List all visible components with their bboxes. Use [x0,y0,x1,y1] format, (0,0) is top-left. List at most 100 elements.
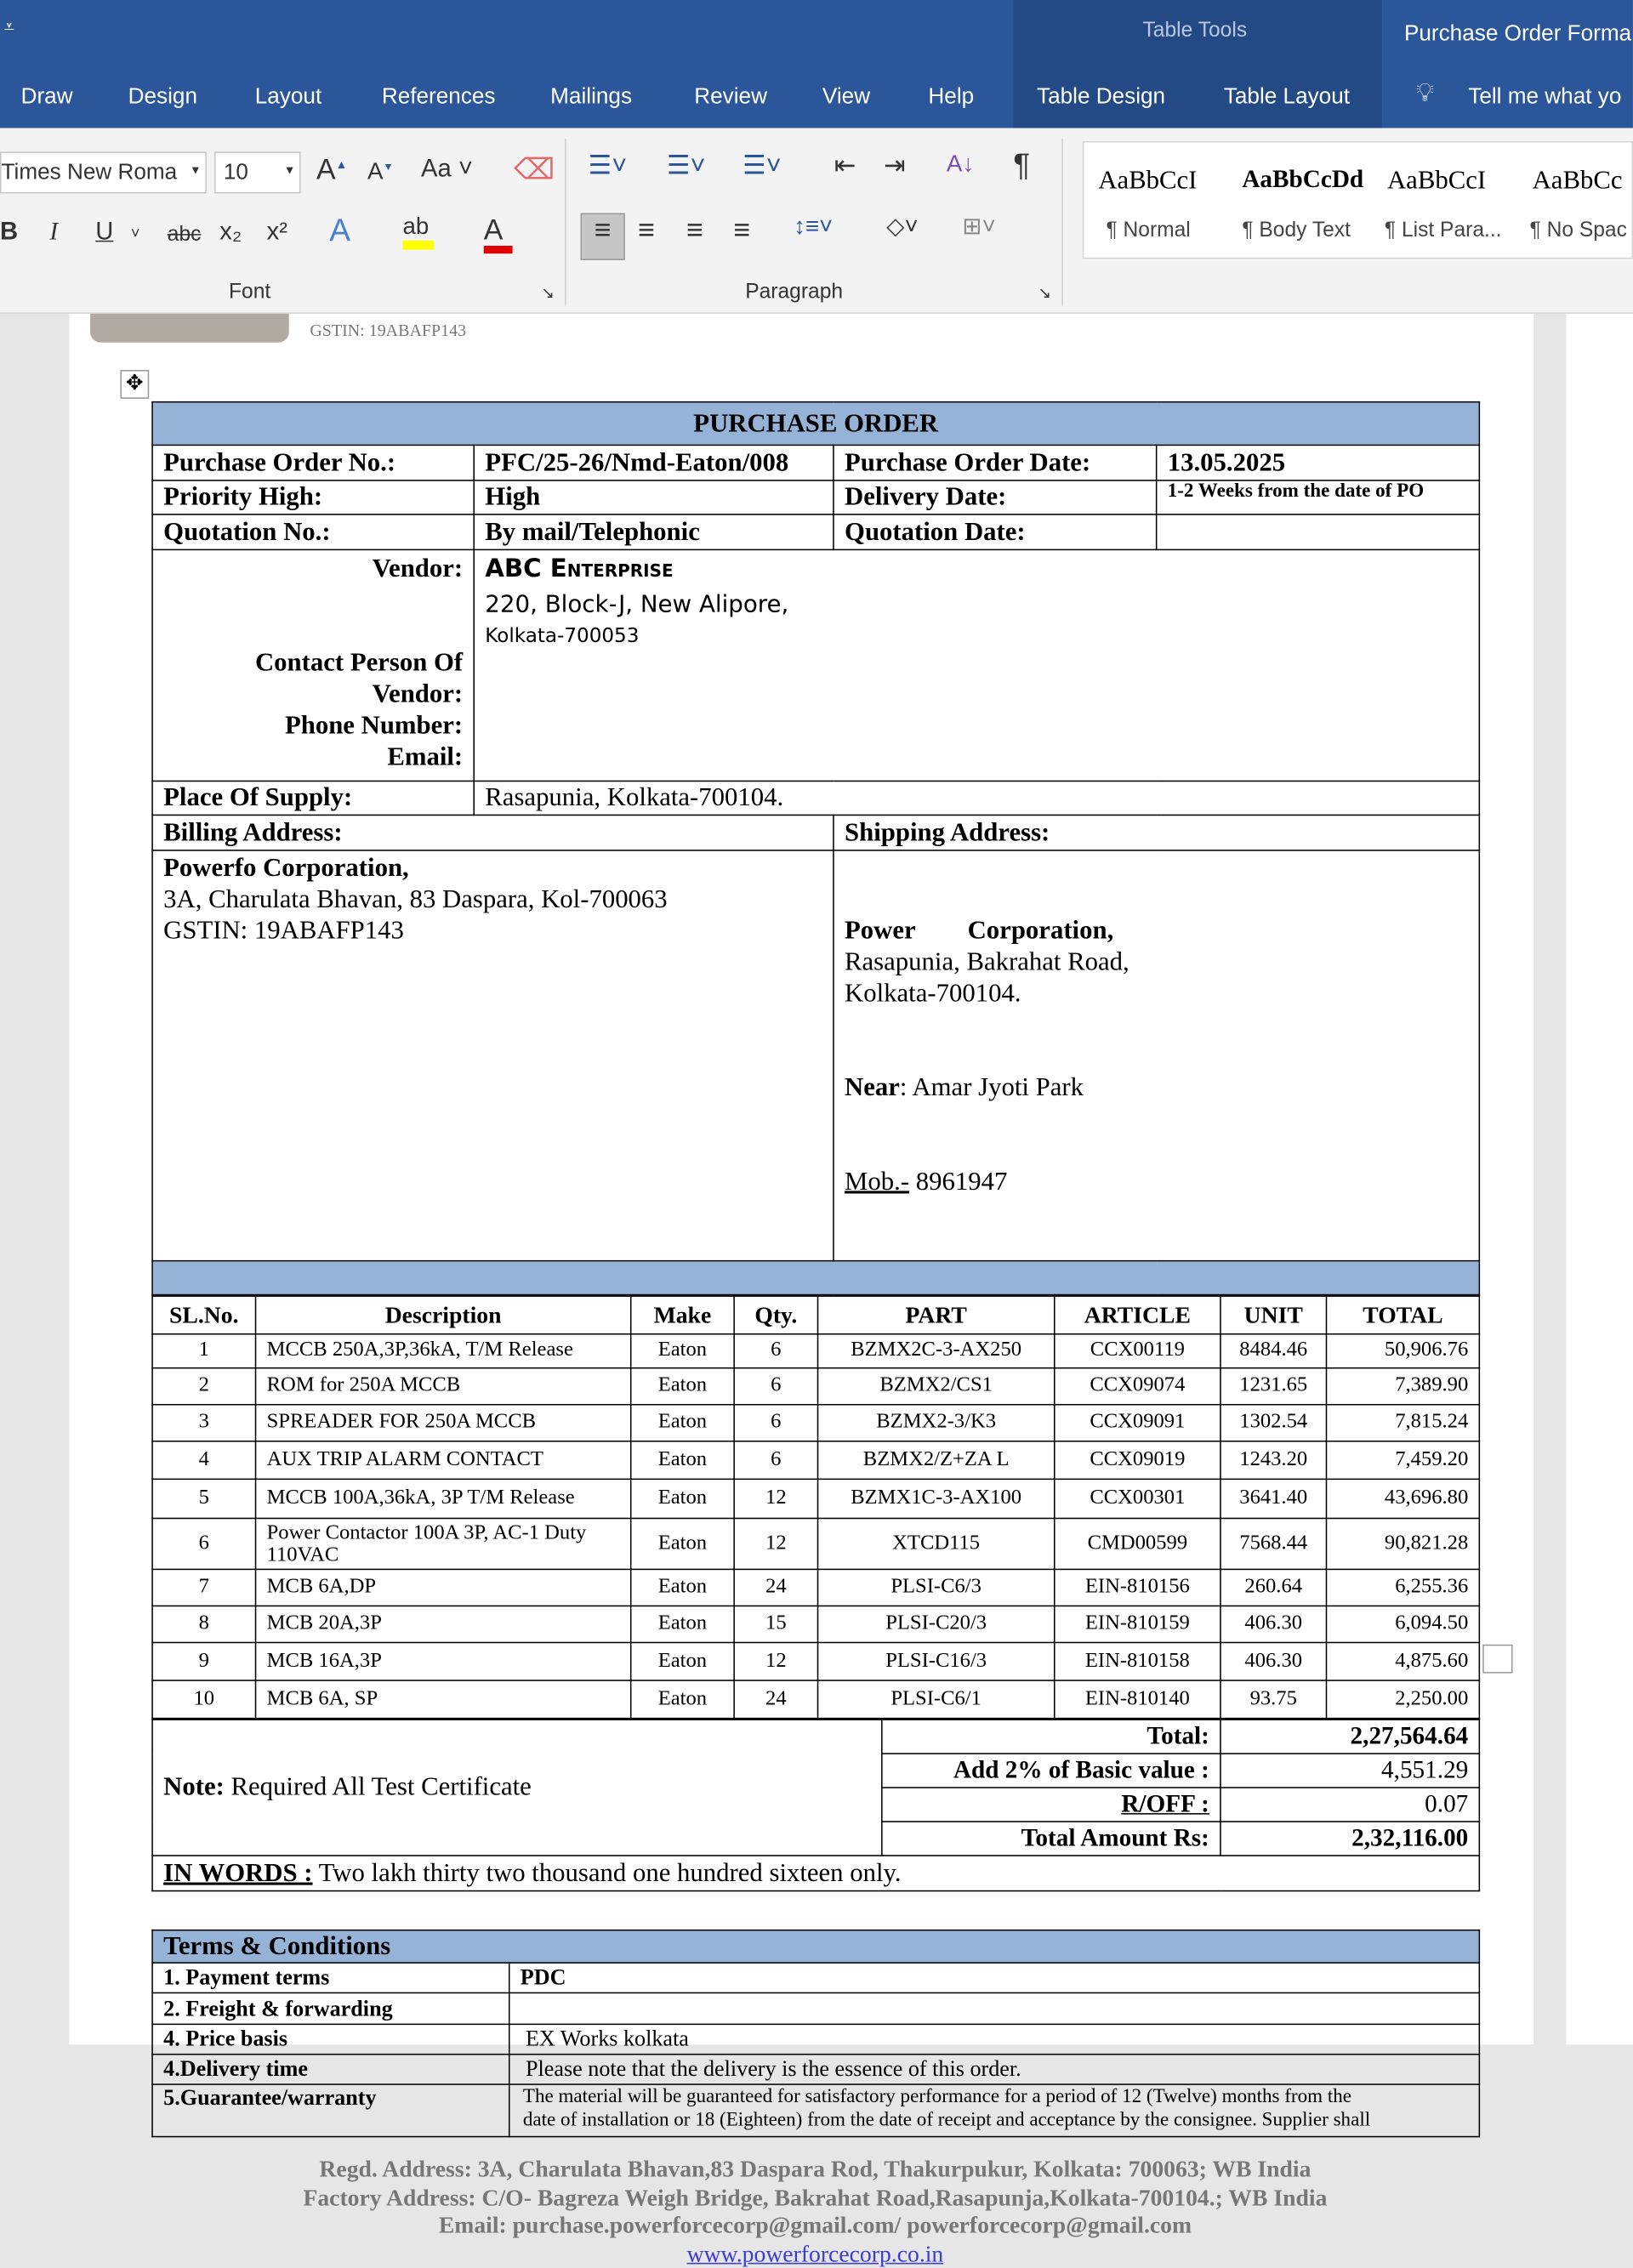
footer: Regd. Address: 3A, Charulata Bhavan,83 D… [151,2156,1478,2268]
superscript-button[interactable]: x² [266,218,287,246]
supply-label: Place Of Supply: [151,780,475,816]
borders-icon[interactable]: ⊞˅ [962,213,996,240]
clear-formatting-icon[interactable]: ⌫ [514,152,555,186]
increase-indent-icon[interactable]: ⇥ [884,151,906,181]
table-row: 6 Power Contactor 100A 3P, AC-1 Duty 110V… [151,1517,1481,1571]
cell-unit: 93.75 [1220,1680,1328,1719]
tab-references[interactable]: References [381,83,496,109]
strikethrough-button[interactable]: abc [167,223,202,246]
numbering-icon[interactable]: ☰˅ [666,151,706,181]
tab-review[interactable]: Review [694,83,767,109]
tab-draw[interactable]: Draw [20,83,73,109]
cell-total: 2,250.00 [1325,1680,1481,1719]
shrink-font-icon[interactable]: A▼ [367,158,394,185]
cell-qty: 24 [733,1568,819,1607]
quotation-date-label: Quotation Date: [833,514,1158,551]
dialog-launcher-icon[interactable]: ↘ [1038,283,1052,303]
footer-website-link[interactable]: www.powerforcecorp.co.in [686,2239,944,2266]
cell-article: EIN-810159 [1053,1605,1221,1644]
phone-label: Phone Number: [284,711,464,741]
cell-qty: 6 [733,1333,819,1369]
customize-qat-icon[interactable]: ⩡ [3,18,14,38]
font-color-icon[interactable]: A [483,213,513,254]
cell-article: EIN-810158 [1053,1641,1221,1681]
cell-article: CCX09019 [1053,1440,1221,1481]
cell-slno: 4 [151,1440,257,1481]
cell-part: BZMX2/CS1 [816,1367,1055,1406]
logo-image [90,313,289,343]
chevron-down-icon[interactable]: ▼ [283,163,296,177]
header-gstin: GSTIN: 19ABAFP143 [310,320,467,340]
tell-me-search[interactable]: Tell me what yo [1468,83,1622,109]
font-name-box[interactable]: Times New Roma ▼ [0,151,207,194]
footer-email: Email: purchase.powerforcecorp@gmail.com… [438,2211,1192,2238]
show-formatting-icon[interactable]: ¶ [1013,147,1031,184]
tab-help[interactable]: Help [928,83,975,109]
cell-description: Power Contactor 100A 3P, AC-1 Duty 110VA… [254,1517,632,1571]
bold-button[interactable]: B [0,218,19,246]
dialog-launcher-icon[interactable]: ↘ [541,283,555,303]
cell-qty: 6 [733,1403,819,1442]
cell-unit: 3641.40 [1220,1478,1328,1520]
table-move-handle-icon[interactable]: ✥ [120,370,150,399]
cell-qty: 12 [733,1641,819,1681]
shipping-address: Power Corporation, Rasapunia, Bakrahat Ro… [833,850,1481,1262]
style-preview-list-paragraph[interactable]: AaBbCcI [1386,166,1487,196]
vendor-labels: Vendor: Contact Person Of Vendor: Phone … [151,549,475,782]
sort-icon[interactable]: A↓ [946,150,975,177]
subscript-button[interactable]: x₂ [219,218,242,246]
cell-total: 43,696.80 [1325,1478,1481,1520]
align-left-button[interactable]: ≡ [580,213,625,260]
tab-design[interactable]: Design [128,83,197,109]
chevron-down-icon[interactable]: ▼ [190,163,202,178]
line-spacing-icon[interactable]: ↕≡˅ [794,213,834,240]
cell-slno: 10 [151,1680,257,1719]
tab-mailings[interactable]: Mailings [550,83,633,109]
multilevel-list-icon[interactable]: ☰˅ [743,151,782,181]
cell-total: 50,906.76 [1325,1333,1481,1369]
header-slno: SL.No. [151,1295,257,1335]
email-label: Email: [387,742,464,771]
style-preview-no-spacing[interactable]: AaBbCc [1532,166,1623,196]
roff-value: 0.07 [1220,1787,1481,1822]
table-tools-context [1013,0,1382,128]
bullets-icon[interactable]: ☰˅ [588,151,628,181]
font-size-box[interactable]: 10 ▼ [214,151,301,194]
text-effects-icon[interactable]: A [329,213,350,249]
grand-total-value: 2,32,116.00 [1220,1821,1481,1856]
tab-table-design[interactable]: Table Design [1036,83,1166,109]
italic-button[interactable]: I [49,218,59,246]
cell-total: 90,821.28 [1325,1517,1481,1571]
note: Note: Required All Test Certificate [151,1719,883,1856]
tab-layout[interactable]: Layout [254,83,322,109]
style-preview-normal[interactable]: AaBbCcI [1098,166,1198,196]
font-size-value: 10 [223,159,248,185]
terms-table: Terms & Conditions 1. Payment terms PDC 2… [151,1929,1481,2138]
justify-button[interactable]: ≡ [733,213,751,246]
table-resize-handle[interactable] [1482,1644,1513,1674]
shading-icon[interactable]: ◇˅ [886,213,919,240]
align-right-button[interactable]: ≡ [686,213,703,246]
shipping-label: Shipping Address: [833,814,1481,851]
cell-description: MCB 6A,DP [254,1568,632,1607]
cell-total: 6,094.50 [1325,1605,1481,1644]
cell-unit: 406.30 [1220,1605,1328,1644]
decrease-indent-icon[interactable]: ⇤ [834,151,856,181]
tab-view[interactable]: View [822,83,871,109]
underline-button[interactable]: U [95,218,114,246]
table-row: 1 MCCB 250A,3P,36kA, T/M Release Eaton 6 BZM… [151,1333,1481,1369]
change-case-button[interactable]: Aa ˅ [420,155,473,184]
style-preview-body-text[interactable]: AaBbCcDd [1242,166,1364,194]
title-bar [0,0,1633,128]
cell-qty: 12 [733,1517,819,1571]
tab-table-layout[interactable]: Table Layout [1223,83,1351,109]
cell-slno: 5 [151,1478,257,1520]
align-center-button[interactable]: ≡ [638,213,655,246]
highlight-icon[interactable]: ab [402,213,435,250]
cell-article: EIN-810156 [1053,1568,1221,1607]
grow-font-icon[interactable]: A▲ [316,152,348,186]
chevron-down-icon[interactable]: ˅ [130,223,140,242]
header-description: Description [254,1295,632,1335]
cell-slno: 2 [151,1367,257,1406]
cell-article: CCX00301 [1053,1478,1221,1520]
